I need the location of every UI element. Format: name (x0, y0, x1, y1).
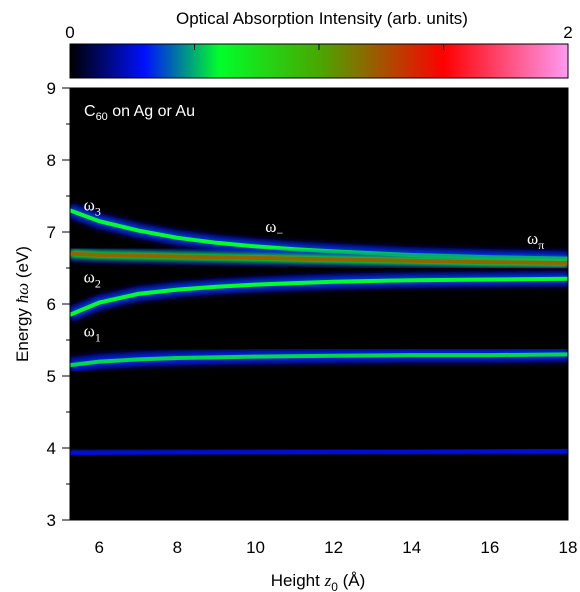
x-tick-label: 6 (95, 538, 104, 557)
absorption-bands (70, 202, 568, 461)
inset-label: C60 on Ag or Au (84, 103, 195, 123)
mode-label: ω3 (84, 195, 101, 218)
x-tick-label: 12 (324, 538, 343, 557)
x-tick-label: 14 (402, 538, 421, 557)
x-tick-label: 10 (246, 538, 265, 557)
y-tick-label: 4 (47, 439, 56, 458)
y-axis-ticks: 3 4 5 6 7 8 9 (47, 79, 70, 530)
mode-label: ω− (265, 217, 283, 240)
x-tick-label: 8 (173, 538, 182, 557)
y-tick-label: 8 (47, 151, 56, 170)
colorbar-ticks (194, 44, 444, 50)
y-tick-label: 6 (47, 295, 56, 314)
colorbar-label: Optical Absorption Intensity (arb. units… (176, 9, 468, 28)
mode-label: ω1 (84, 321, 101, 344)
x-tick-label: 18 (559, 538, 578, 557)
band-line-4 (70, 448, 568, 455)
mode-label: ωπ (527, 229, 544, 252)
x-tick-label: 16 (480, 538, 499, 557)
annotations: ω3 ω2 ω1 ω− ωπ (84, 195, 545, 344)
colorbar-max-label: 2 (563, 23, 572, 42)
band-line-2 (70, 276, 568, 317)
mode-label: ω2 (84, 267, 101, 290)
y-tick-label: 5 (47, 367, 56, 386)
x-axis-ticks: 6 8 10 12 14 16 18 (95, 513, 578, 557)
band-line-3 (70, 352, 568, 368)
band-line-1 (70, 251, 568, 265)
colorbar-min-label: 0 (65, 23, 74, 42)
y-tick-label: 9 (47, 79, 56, 98)
y-tick-label: 7 (47, 223, 56, 242)
y-axis-label: Energy ħω (eV) (13, 246, 32, 362)
y-tick-label: 3 (47, 511, 56, 530)
x-axis-label: Height z0 (Å) (271, 571, 366, 592)
